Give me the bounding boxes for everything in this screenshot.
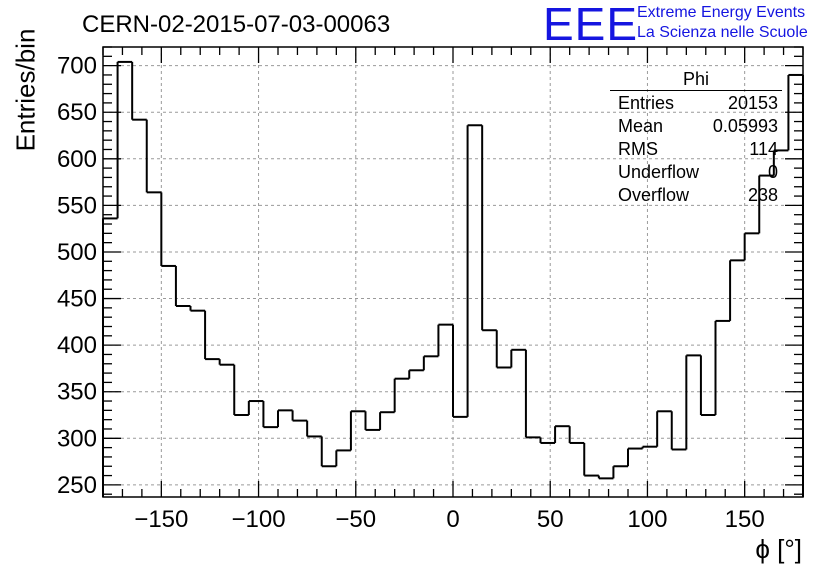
chart-title: CERN-02-2015-07-03-00063 [82,11,391,38]
y-tick-label: 450 [57,286,97,313]
stats-box: Phi Entries 20153 Mean 0.05993 RMS 114 U… [610,68,782,205]
stats-title: Phi [610,68,782,91]
stats-key: Mean [618,116,664,136]
y-tick-label: 300 [57,425,97,452]
x-tick-label: −100 [232,506,286,533]
logo-line-1: Extreme Energy Events [637,4,806,21]
eee-logo: EEE [543,0,639,50]
x-tick-label: −150 [134,506,188,533]
stats-value: 20153 [727,93,778,113]
y-tick-label: 250 [57,472,97,499]
x-tick-label: 50 [537,506,564,533]
stats-key: Overflow [618,185,690,205]
stats-value: 114 [749,139,778,159]
stats-key: Entries [618,93,675,113]
x-tick-label: 100 [627,506,667,533]
y-tick-label: 600 [57,146,97,173]
y-tick-label: 650 [57,99,97,126]
logo-line-2: La Scienza nelle Scuole [637,24,808,41]
stats-value: 0 [767,162,778,182]
y-tick-label: 700 [57,53,97,80]
y-tick-label: 350 [57,379,97,406]
stats-key: Underflow [618,162,700,182]
y-tick-label: 400 [57,332,97,359]
stats-value: 0.05993 [712,116,778,136]
x-tick-label: 150 [725,506,765,533]
x-axis-label: ϕ [°] [755,534,802,564]
stats-value: 238 [747,185,778,205]
x-tick-label: 0 [446,506,459,533]
y-tick-label: 550 [57,192,97,219]
y-tick-label: 500 [57,239,97,266]
x-tick-label: −50 [335,506,376,533]
stats-key: RMS [618,139,658,159]
